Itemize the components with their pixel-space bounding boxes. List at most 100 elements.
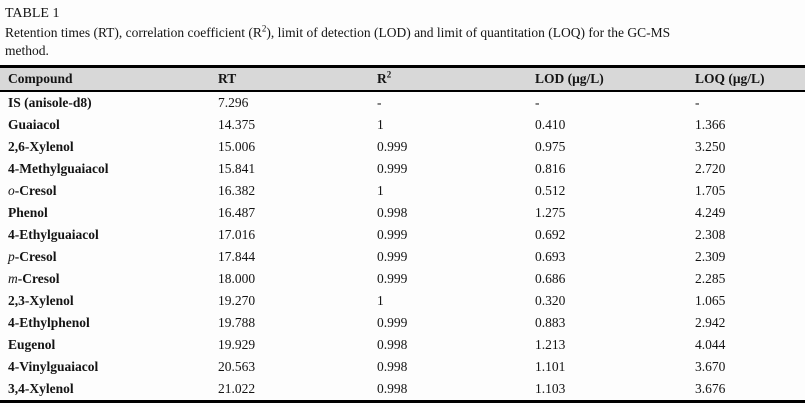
r2-cell: 0.998 bbox=[377, 337, 408, 352]
lod-cell: 1.275 bbox=[535, 205, 566, 220]
r2-cell: 0.998 bbox=[377, 205, 408, 220]
table-row: 4-Methylguaiacol 15.841 0.999 0.816 2.720 bbox=[0, 158, 805, 180]
table-label: TABLE 1 bbox=[5, 6, 60, 21]
lod-cell: 0.686 bbox=[535, 271, 566, 286]
loq-cell: 2.720 bbox=[695, 161, 726, 176]
lod-cell: 1.101 bbox=[535, 359, 566, 374]
rt-cell: 17.844 bbox=[218, 249, 256, 264]
r2-cell: 1 bbox=[377, 117, 384, 132]
table-row: Eugenol 19.929 0.998 1.213 4.044 bbox=[0, 334, 805, 356]
header-loq: LOQ (μg/L) bbox=[687, 66, 805, 92]
lod-cell: 0.883 bbox=[535, 315, 566, 330]
header-r2: R2 bbox=[369, 66, 527, 92]
lod-cell: 0.975 bbox=[535, 139, 566, 154]
compound-italic-prefix: o bbox=[8, 183, 15, 198]
loq-cell: 4.249 bbox=[695, 205, 726, 220]
r2-cell: 0.998 bbox=[377, 359, 408, 374]
rt-cell: 16.382 bbox=[218, 183, 256, 198]
rt-cell: 19.929 bbox=[218, 337, 256, 352]
loq-cell: 2.308 bbox=[695, 227, 726, 242]
lod-cell: 1.213 bbox=[535, 337, 566, 352]
r2-cell: 0.999 bbox=[377, 249, 408, 264]
header-row: Compound RT R2 LOD (μg/L) LOQ (μg/L) bbox=[0, 66, 805, 92]
caption-text-line2: method. bbox=[5, 43, 49, 58]
header-lod: LOD (μg/L) bbox=[527, 66, 687, 92]
lod-cell: 0.692 bbox=[535, 227, 566, 242]
header-r2-superscript: 2 bbox=[386, 69, 392, 80]
table-row: 2,3-Xylenol 19.270 1 0.320 1.065 bbox=[0, 290, 805, 312]
r2-cell: 1 bbox=[377, 183, 384, 198]
r2-cell: 0.999 bbox=[377, 271, 408, 286]
lod-cell: 1.103 bbox=[535, 381, 566, 396]
loq-cell: 1.065 bbox=[695, 293, 726, 308]
lod-cell: 0.693 bbox=[535, 249, 566, 264]
compound-cell: m-Cresol bbox=[8, 271, 60, 286]
table-row: 2,6-Xylenol 15.006 0.999 0.975 3.250 bbox=[0, 136, 805, 158]
compound-italic-prefix: m bbox=[8, 271, 18, 286]
table-caption: Retention times (RT), correlation coeffi… bbox=[0, 22, 805, 60]
table-row: 4-Ethylphenol 19.788 0.999 0.883 2.942 bbox=[0, 312, 805, 334]
loq-cell: - bbox=[695, 95, 700, 110]
compound-cell: 2,6-Xylenol bbox=[8, 139, 74, 154]
table-body: IS (anisole-d8) 7.296 - - - Guaiacol 14.375 1 0.… bbox=[0, 91, 805, 402]
table-row: p-Cresol 17.844 0.999 0.693 2.309 bbox=[0, 246, 805, 268]
compound-cell: 4-Vinylguaiacol bbox=[8, 359, 99, 374]
rt-cell: 15.006 bbox=[218, 139, 256, 154]
r2-cell: 0.999 bbox=[377, 139, 408, 154]
loq-cell: 3.670 bbox=[695, 359, 726, 374]
rt-cell: 16.487 bbox=[218, 205, 256, 220]
table-header: Compound RT R2 LOD (μg/L) LOQ (μg/L) bbox=[0, 66, 805, 92]
table-row: o-Cresol 16.382 1 0.512 1.705 bbox=[0, 180, 805, 202]
compound-cell: o-Cresol bbox=[8, 183, 57, 198]
table-row: 3,4-Xylenol 21.022 0.998 1.103 3.676 bbox=[0, 378, 805, 402]
compound-cell: Phenol bbox=[8, 205, 48, 220]
rt-cell: 15.841 bbox=[218, 161, 256, 176]
lod-cell: 0.512 bbox=[535, 183, 566, 198]
table-row: IS (anisole-d8) 7.296 - - - bbox=[0, 91, 805, 114]
compound-cell: 3,4-Xylenol bbox=[8, 381, 74, 396]
compound-italic-prefix: p bbox=[8, 249, 15, 264]
table-row: 4-Vinylguaiacol 20.563 0.998 1.101 3.670 bbox=[0, 356, 805, 378]
compound-cell: 2,3-Xylenol bbox=[8, 293, 74, 308]
lod-cell: 0.410 bbox=[535, 117, 566, 132]
loq-cell: 1.705 bbox=[695, 183, 726, 198]
loq-cell: 2.285 bbox=[695, 271, 726, 286]
r2-cell: 0.999 bbox=[377, 315, 408, 330]
header-rt: RT bbox=[210, 66, 369, 92]
r2-cell: 0.999 bbox=[377, 161, 408, 176]
loq-cell: 1.366 bbox=[695, 117, 726, 132]
caption-text-part1: Retention times (RT), correlation coeffi… bbox=[5, 25, 262, 40]
compound-cell: p-Cresol bbox=[8, 249, 57, 264]
compound-cell: IS (anisole-d8) bbox=[8, 95, 92, 110]
lod-cell: - bbox=[535, 95, 540, 110]
r2-cell: - bbox=[377, 95, 382, 110]
r2-cell: 0.998 bbox=[377, 381, 408, 396]
table-row: Phenol 16.487 0.998 1.275 4.249 bbox=[0, 202, 805, 224]
data-table: Compound RT R2 LOD (μg/L) LOQ (μg/L) IS … bbox=[0, 65, 805, 403]
lod-cell: 0.816 bbox=[535, 161, 566, 176]
compound-cell: 4-Methylguaiacol bbox=[8, 161, 109, 176]
loq-cell: 3.676 bbox=[695, 381, 726, 396]
compound-cell: Eugenol bbox=[8, 337, 56, 352]
table-row: m-Cresol 18.000 0.999 0.686 2.285 bbox=[0, 268, 805, 290]
table-row: Guaiacol 14.375 1 0.410 1.366 bbox=[0, 114, 805, 136]
r2-cell: 1 bbox=[377, 293, 384, 308]
r2-cell: 0.999 bbox=[377, 227, 408, 242]
rt-cell: 7.296 bbox=[218, 95, 249, 110]
loq-cell: 4.044 bbox=[695, 337, 726, 352]
header-compound: Compound bbox=[0, 66, 210, 92]
rt-cell: 19.788 bbox=[218, 315, 256, 330]
compound-cell: 4-Ethylguaiacol bbox=[8, 227, 99, 242]
rt-cell: 17.016 bbox=[218, 227, 256, 242]
rt-cell: 20.563 bbox=[218, 359, 256, 374]
caption-text-part2: ), limit of detection (LOD) and limit of… bbox=[266, 25, 671, 40]
rt-cell: 18.000 bbox=[218, 271, 256, 286]
rt-cell: 14.375 bbox=[218, 117, 256, 132]
loq-cell: 2.942 bbox=[695, 315, 726, 330]
compound-cell: 4-Ethylphenol bbox=[8, 315, 90, 330]
rt-cell: 19.270 bbox=[218, 293, 256, 308]
lod-cell: 0.320 bbox=[535, 293, 566, 308]
compound-cell: Guaiacol bbox=[8, 117, 60, 132]
rt-cell: 21.022 bbox=[218, 381, 256, 396]
